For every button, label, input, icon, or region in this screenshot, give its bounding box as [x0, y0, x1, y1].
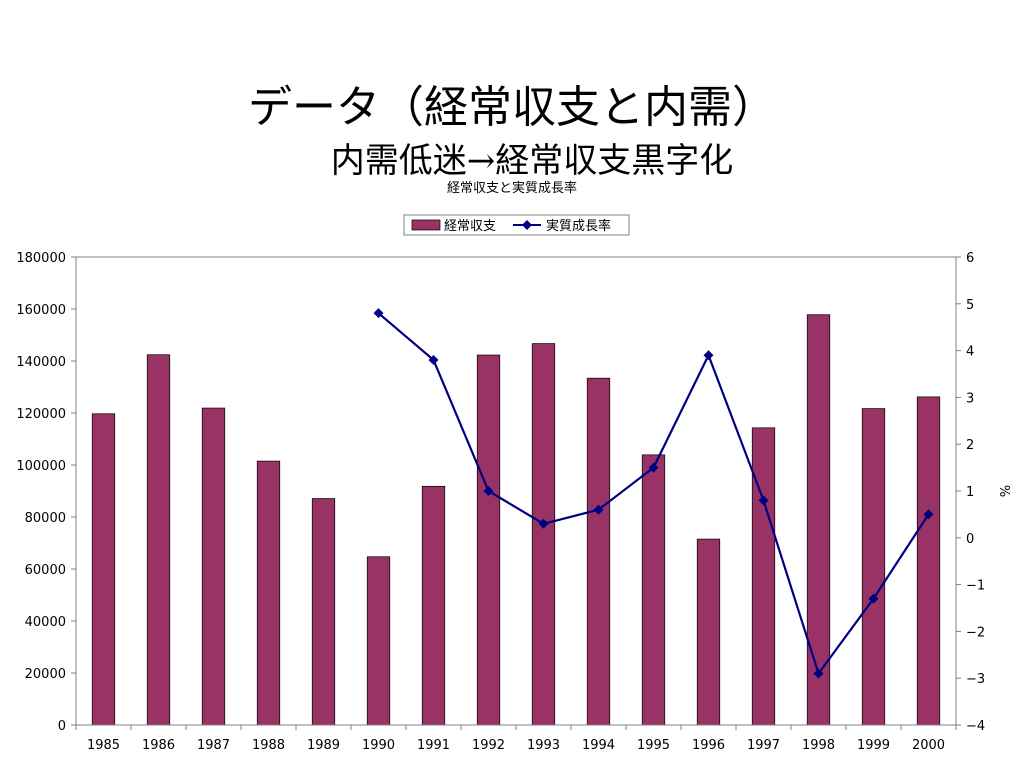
bar-1993	[531, 343, 556, 726]
point-1990	[373, 308, 384, 319]
line-series	[373, 308, 934, 679]
legend-bar-swatch	[411, 219, 441, 231]
left-axis-tick-label: 120000	[16, 407, 66, 422]
x-axis-tick-label: 1992	[472, 738, 505, 753]
point-1999	[868, 593, 879, 604]
right-axis-tick-label: −3	[966, 672, 985, 687]
x-axis-tick-label: 1996	[692, 738, 725, 753]
left-axis-tick-label: 0	[58, 719, 66, 734]
point-1998	[813, 668, 824, 679]
chart-title: 経常収支と実質成長率	[446, 181, 577, 196]
left-axis-tick-label: 20000	[25, 667, 66, 682]
right-axis-tick-label: 3	[966, 391, 974, 406]
point-1997	[758, 495, 769, 506]
x-axis-tick-label: 1990	[362, 738, 395, 753]
x-axis-tick-label: 1985	[87, 738, 120, 753]
bar-1992	[476, 354, 501, 726]
x-axis-tick-label: 2000	[912, 738, 945, 753]
left-axis-tick-label: 140000	[16, 355, 66, 370]
bar-1999	[861, 408, 886, 726]
bar-series	[91, 314, 941, 726]
legend-line-marker	[522, 220, 532, 230]
bar-1986	[146, 354, 171, 726]
x-axis-tick-label: 1998	[802, 738, 835, 753]
x-axis-tick-label: 1988	[252, 738, 285, 753]
right-axis-tick-label: 5	[966, 298, 974, 313]
right-axis-tick-label: 0	[966, 532, 974, 547]
left-axis-tick-label: 80000	[25, 511, 66, 526]
slide-title: データ（経常収支と内需）	[248, 82, 776, 133]
bar-1997	[751, 427, 776, 726]
right-axis-tick-label: −2	[966, 625, 985, 640]
left-axis-tick-label: 160000	[16, 303, 66, 318]
x-axis-tick-label: 1997	[747, 738, 780, 753]
x-axis-tick-label: 1987	[197, 738, 230, 753]
right-axis-tick-label: −4	[966, 719, 985, 734]
point-1996	[703, 350, 714, 361]
chart-legend: 経常収支 実質成長率	[403, 214, 630, 236]
bar-1996	[696, 538, 721, 726]
bar-1991	[421, 485, 446, 726]
bar-1990	[366, 556, 391, 726]
left-axis-tick-label: 60000	[25, 563, 66, 578]
right-axis-label: %	[996, 485, 1011, 497]
bar-1994	[586, 377, 611, 726]
x-axis-tick-label: 1999	[857, 738, 890, 753]
x-axis-tick-label: 1993	[527, 738, 560, 753]
x-axis-tick-label: 1989	[307, 738, 340, 753]
x-axis-tick-label: 1991	[417, 738, 450, 753]
point-1991	[428, 354, 439, 365]
point-1995	[648, 462, 659, 473]
point-2000	[923, 509, 934, 520]
bar-1989	[311, 498, 336, 726]
right-axis-tick-label: 6	[966, 251, 974, 266]
bar-1995	[641, 454, 666, 726]
left-axis-tick-label: 40000	[25, 615, 66, 630]
left-axis-tick-label: 100000	[16, 459, 66, 474]
right-axis-tick-label: 2	[966, 438, 974, 453]
bar-1985	[91, 413, 116, 726]
slide-subtitle: 内需低迷→経常収支黒字化	[330, 141, 734, 181]
x-axis: 1985 1986 1987 1988 1989 1990 1991 1992 1993 1994…	[75, 724, 957, 753]
bar-1988	[256, 460, 281, 726]
bar-2000	[916, 396, 941, 726]
bar-1987	[201, 407, 226, 726]
x-axis-tick-label: 1994	[582, 738, 615, 753]
right-axis: −4 −3 −2 −1 0 1 2 3 4 5 6	[956, 251, 985, 734]
right-axis-tick-label: 4	[966, 345, 974, 360]
point-1994	[593, 504, 604, 515]
left-axis: 0 20000 40000 60000 80000 100000 120000 140000 1…	[16, 251, 76, 734]
point-1993	[538, 518, 549, 529]
point-1992	[483, 486, 494, 496]
x-axis-tick-label: 1986	[142, 738, 175, 753]
right-axis-tick-label: 1	[966, 485, 974, 500]
legend-line-label: 実質成長率	[546, 218, 611, 234]
left-axis-tick-label: 180000	[16, 251, 66, 266]
legend-bar-label: 経常収支	[444, 219, 496, 234]
right-axis-tick-label: −1	[966, 579, 985, 594]
x-axis-tick-label: 1995	[637, 738, 670, 753]
